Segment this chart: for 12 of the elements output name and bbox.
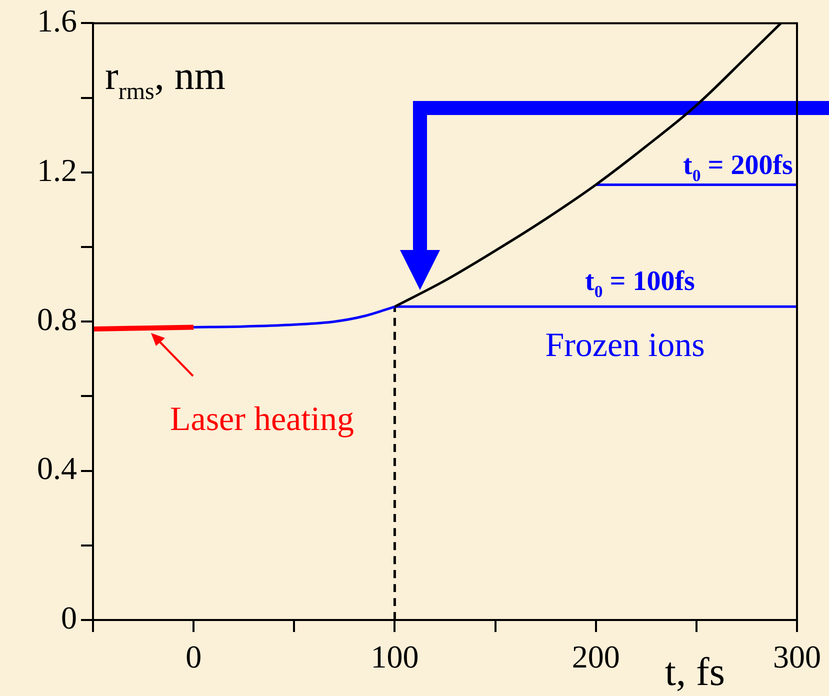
annotation: Frozen ions (545, 327, 705, 364)
y-tick-label: 0.8 (37, 301, 77, 338)
y-tick-label: 1.2 (37, 152, 77, 188)
x-axis-title: t, fs (664, 649, 725, 694)
x-tick-label: 300 (773, 638, 821, 675)
y-tick-label: 1.6 (37, 2, 77, 39)
x-tick-label: 200 (572, 638, 620, 675)
y-tick-label: 0.4 (37, 450, 77, 486)
x-tick-label: 0 (186, 638, 202, 675)
x-tick-label: 100 (370, 638, 419, 675)
y-tick-label: 0 (61, 599, 77, 636)
annotation: Laser heating (170, 401, 354, 438)
